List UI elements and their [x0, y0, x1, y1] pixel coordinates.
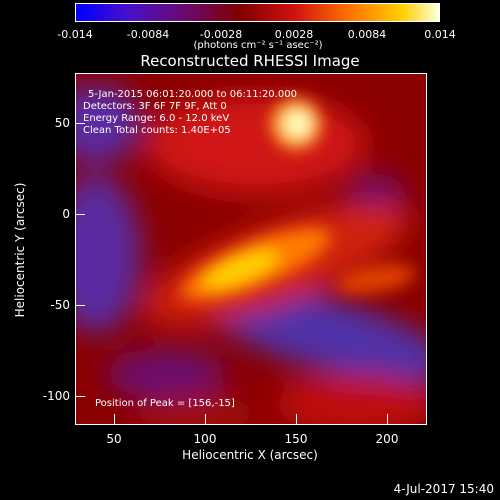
y-tick	[75, 396, 85, 397]
x-tick	[205, 414, 206, 424]
info-detectors: Detectors: 3F 6F 7F 9F, Att 0	[83, 101, 227, 112]
y-axis-label: Heliocentric Y (arcsec)	[13, 182, 27, 318]
x-tick-label: 50	[106, 432, 122, 446]
colorbar-tick-label: -0.0084	[126, 28, 170, 41]
y-tick	[75, 305, 85, 306]
info-energy-range: Energy Range: 6.0 - 12.0 keV	[83, 113, 230, 124]
colorbar-tick-label: -0.014	[57, 28, 93, 41]
colorbar	[75, 3, 440, 22]
rhessi-image	[76, 74, 426, 424]
y-tick-label: 0	[62, 207, 70, 221]
x-axis-label: Heliocentric X (arcsec)	[182, 448, 318, 462]
x-tick-label: 200	[375, 432, 399, 446]
info-peak-position: Position of Peak = [156,-15]	[95, 398, 235, 409]
y-tick	[75, 123, 85, 124]
colorbar-tick-label: 0.014	[424, 28, 456, 41]
x-tick-label: 100	[193, 432, 217, 446]
y-tick-label: -50	[50, 298, 70, 312]
x-tick-label: 150	[284, 432, 308, 446]
plot-area	[75, 73, 427, 425]
info-total-counts: Clean Total counts: 1.40E+05	[83, 125, 231, 136]
colorbar-tick-label: -0.0028	[199, 28, 243, 41]
plot-title: Reconstructed RHESSI Image	[140, 52, 360, 70]
y-tick	[75, 214, 85, 215]
y-tick-label: 50	[54, 116, 70, 130]
x-tick	[387, 414, 388, 424]
y-tick-label: -100	[42, 389, 70, 403]
info-time-range: 5-Jan-2015 06:01:20.000 to 06:11:20.000	[88, 89, 297, 100]
timestamp-footer: 4-Jul-2017 15:40	[393, 482, 494, 496]
colorbar-units: (photons cm⁻² s⁻¹ asec⁻²)	[193, 40, 323, 51]
x-tick	[296, 414, 297, 424]
colorbar-tick-label: 0.0028	[274, 28, 314, 41]
x-tick	[114, 414, 115, 424]
colorbar-tick-label: 0.0084	[347, 28, 387, 41]
